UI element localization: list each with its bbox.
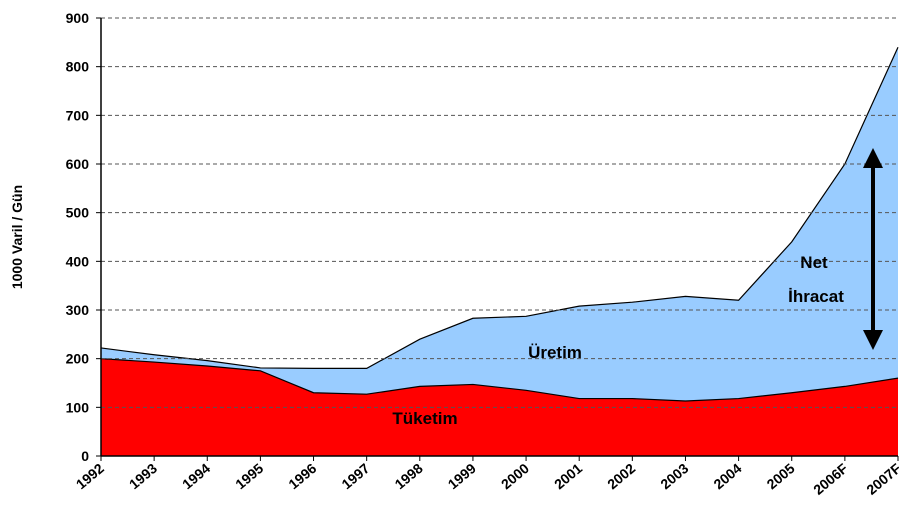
x-tick-label: 2007F xyxy=(863,460,899,498)
y-axis-title: 1000 Varil / Gün xyxy=(9,185,25,289)
y-tick-label: 500 xyxy=(66,205,90,221)
annotation: İhracat xyxy=(788,287,844,306)
series-label: Üretim xyxy=(528,343,582,362)
area xyxy=(101,47,898,456)
plot-area: 0 100 200 300 400 500 600 700 800 900 1992 1993 1994… xyxy=(66,10,899,498)
area-outline xyxy=(100,46,899,369)
y-tick-label: 100 xyxy=(66,399,90,415)
y-tick-label: 400 xyxy=(66,253,90,269)
area xyxy=(101,358,898,456)
x-tick-label: 2003 xyxy=(657,460,691,492)
x-tick-label: 2005 xyxy=(764,460,798,492)
x-tick-label: 1993 xyxy=(126,460,160,492)
x-tick-label: 1995 xyxy=(232,460,266,492)
y-tick-label: 600 xyxy=(66,156,90,172)
series-label: Tüketim xyxy=(392,409,457,428)
x-tick-label: 2004 xyxy=(710,460,744,492)
annotation: Net xyxy=(800,253,828,272)
x-tick-label: 2002 xyxy=(604,460,638,492)
x-tick-label: 1992 xyxy=(73,460,107,492)
y-tick-label: 800 xyxy=(66,59,90,75)
x-tick-label: 1999 xyxy=(445,460,479,492)
y-tick-label: 900 xyxy=(66,10,90,26)
x-tick-label: 1998 xyxy=(392,460,426,492)
x-tick-label: 2001 xyxy=(551,460,585,492)
x-tick-label: 2006F xyxy=(810,460,851,498)
y-tick-label: 300 xyxy=(66,302,90,318)
x-tick-label: 1996 xyxy=(285,460,319,492)
area-outline xyxy=(100,358,899,402)
y-tick-label: 0 xyxy=(81,448,89,464)
y-tick-label: 200 xyxy=(66,351,90,367)
x-tick-label: 2000 xyxy=(498,460,532,492)
x-tick-label: 1994 xyxy=(179,460,213,492)
y-tick-label: 700 xyxy=(66,107,90,123)
x-tick-label: 1997 xyxy=(338,460,372,492)
